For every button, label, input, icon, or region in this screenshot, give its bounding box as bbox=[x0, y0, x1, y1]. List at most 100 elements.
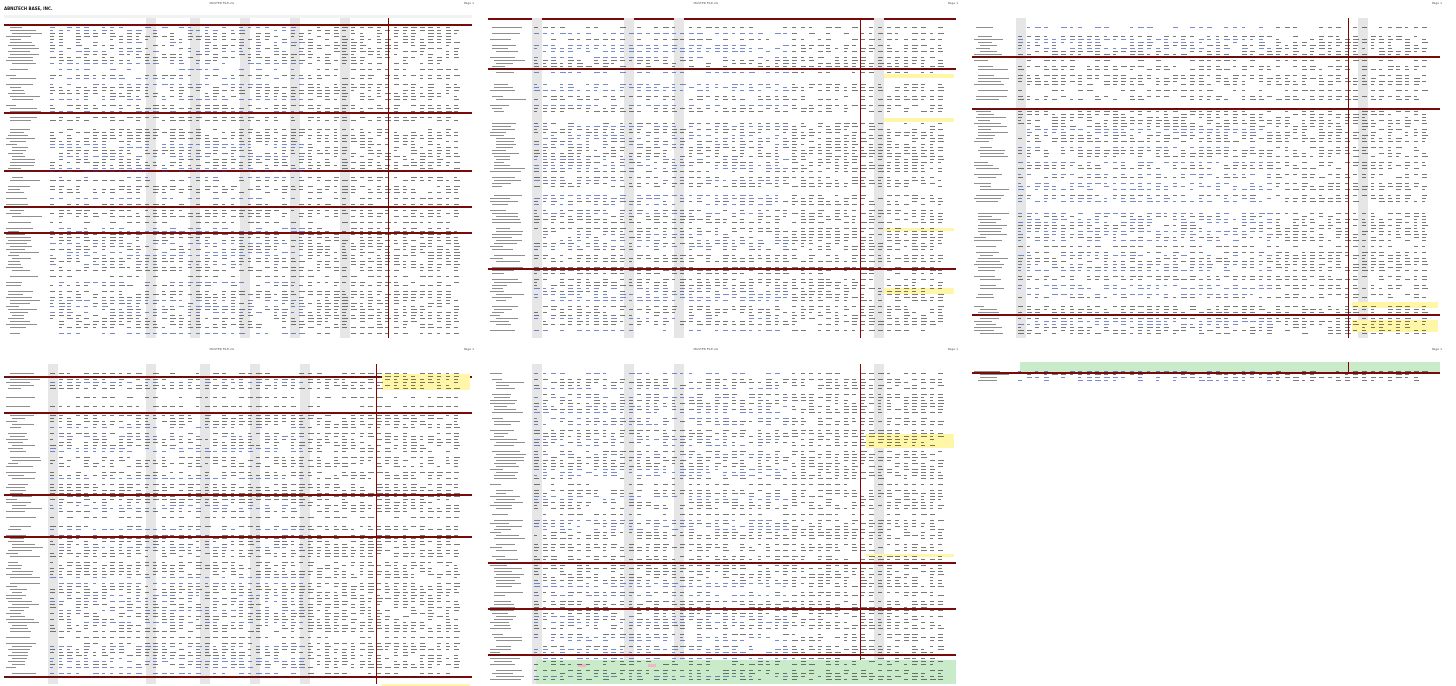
cell-value bbox=[222, 159, 227, 160]
cell-value bbox=[428, 54, 434, 55]
cell-value bbox=[342, 267, 347, 268]
cell-value bbox=[247, 153, 254, 154]
cell-value bbox=[342, 321, 347, 322]
cell-value bbox=[213, 117, 217, 118]
cell-value bbox=[835, 84, 841, 85]
cell-value bbox=[921, 162, 927, 163]
cell-value bbox=[454, 108, 459, 109]
cell-value bbox=[645, 69, 650, 70]
cell-value bbox=[110, 237, 117, 238]
cell-value bbox=[93, 246, 97, 247]
cell-value bbox=[136, 315, 141, 316]
cell-value bbox=[196, 300, 202, 301]
cell-value bbox=[454, 318, 458, 319]
cell-value bbox=[127, 117, 134, 118]
cell-value bbox=[411, 144, 415, 145]
row-label bbox=[10, 120, 31, 121]
cell-value bbox=[247, 60, 251, 61]
cell-value bbox=[230, 96, 237, 97]
cell-value bbox=[903, 153, 910, 154]
cell-value bbox=[878, 39, 882, 40]
cell-value bbox=[342, 87, 346, 88]
cell-value bbox=[325, 45, 330, 46]
cell-value bbox=[118, 240, 124, 241]
cell-value bbox=[542, 171, 547, 172]
cell-value bbox=[230, 267, 235, 268]
cell-value bbox=[628, 84, 632, 85]
cell-value bbox=[852, 153, 856, 154]
cell-value bbox=[620, 141, 626, 142]
cell-value bbox=[282, 213, 287, 214]
cell-value bbox=[230, 276, 236, 277]
cell-value bbox=[394, 138, 399, 139]
cell-value bbox=[860, 153, 867, 154]
cell-value bbox=[559, 84, 563, 85]
cell-value bbox=[817, 150, 823, 151]
cell-value bbox=[239, 48, 243, 49]
cell-value bbox=[290, 303, 295, 304]
cell-value bbox=[454, 255, 460, 256]
cell-value bbox=[170, 309, 176, 310]
cell-value bbox=[50, 291, 56, 292]
cell-value bbox=[93, 303, 98, 304]
cell-value bbox=[299, 39, 303, 40]
cell-value bbox=[394, 99, 400, 100]
cell-value bbox=[402, 189, 407, 190]
cell-value bbox=[67, 69, 72, 70]
cell-value bbox=[869, 180, 874, 181]
cell-value bbox=[551, 69, 555, 70]
cell-value bbox=[428, 285, 433, 286]
cell-value bbox=[170, 75, 176, 76]
cell-value bbox=[938, 90, 944, 91]
cell-value bbox=[204, 54, 209, 55]
cell-value bbox=[110, 93, 116, 94]
cell-value bbox=[110, 132, 115, 133]
cell-value bbox=[247, 243, 254, 244]
cell-value bbox=[376, 30, 380, 31]
cell-value bbox=[568, 60, 574, 61]
cell-value bbox=[204, 75, 210, 76]
cell-value bbox=[912, 27, 917, 28]
cell-value bbox=[204, 210, 210, 211]
cell-value bbox=[437, 150, 442, 151]
cell-value bbox=[273, 147, 278, 148]
cell-value bbox=[308, 243, 312, 244]
cell-value bbox=[637, 144, 643, 145]
cell-value bbox=[359, 63, 363, 64]
cell-value bbox=[273, 60, 278, 61]
cell-value bbox=[179, 318, 185, 319]
cell-value bbox=[161, 153, 165, 154]
cell-value bbox=[222, 111, 227, 112]
table-row bbox=[4, 207, 472, 208]
cell-value bbox=[869, 129, 876, 130]
cell-value bbox=[101, 138, 107, 139]
cell-value bbox=[645, 177, 651, 178]
cell-value bbox=[869, 153, 876, 154]
cell-value bbox=[912, 51, 918, 52]
cell-value bbox=[282, 75, 287, 76]
cell-value bbox=[534, 210, 538, 211]
cell-value bbox=[938, 48, 943, 49]
cell-value bbox=[568, 105, 574, 106]
cell-value bbox=[196, 231, 202, 232]
cell-value bbox=[222, 171, 227, 172]
cell-value bbox=[706, 63, 711, 64]
cell-value bbox=[912, 57, 918, 58]
cell-value bbox=[351, 27, 356, 28]
cell-value bbox=[903, 144, 909, 145]
cell-value bbox=[411, 84, 416, 85]
cell-value bbox=[247, 204, 252, 205]
cell-value bbox=[394, 207, 398, 208]
cell-value bbox=[144, 36, 151, 37]
row-label bbox=[492, 123, 516, 124]
cell-value bbox=[342, 168, 349, 169]
cell-value bbox=[342, 300, 349, 301]
cell-value bbox=[809, 27, 813, 28]
cell-value bbox=[929, 141, 935, 142]
cell-value bbox=[136, 333, 141, 334]
cell-value bbox=[101, 156, 108, 157]
cell-value bbox=[75, 99, 80, 100]
cell-value bbox=[110, 324, 116, 325]
cell-value bbox=[316, 138, 322, 139]
cell-value bbox=[187, 39, 192, 40]
